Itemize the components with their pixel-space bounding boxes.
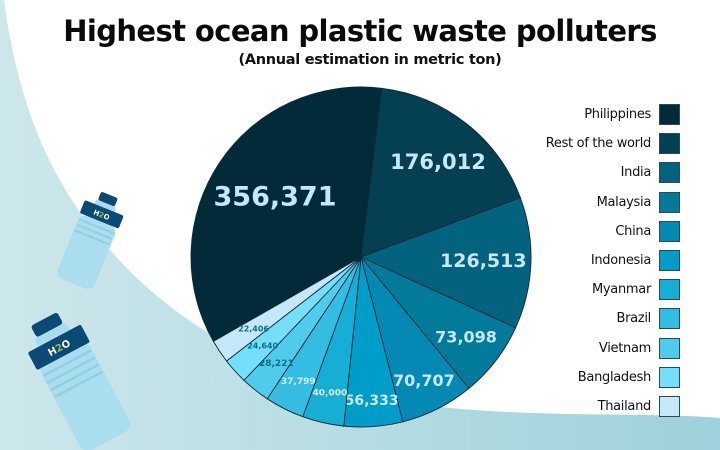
legend-swatch — [659, 308, 680, 330]
legend-swatch — [659, 104, 680, 126]
legend-label: Malaysia — [596, 194, 652, 210]
legend-swatch — [659, 337, 680, 359]
legend-swatch — [659, 279, 680, 301]
small-bottle-icon: H2O — [57, 192, 124, 289]
legend: Philippines Rest of the world India Mala… — [500, 100, 680, 421]
legend-item-china: China — [500, 217, 680, 246]
chart-subtitle: (Annual estimation in metric ton) — [238, 52, 502, 68]
legend-item-india: India — [500, 158, 680, 187]
legend-swatch — [659, 366, 680, 388]
pie-slice-philippines — [190, 86, 383, 342]
legend-item-myanmar: Myanmar — [500, 275, 680, 304]
legend-label: Vietnam — [598, 340, 651, 356]
legend-swatch — [659, 395, 680, 417]
slice-value-label: 28,221 — [259, 359, 294, 369]
legend-swatch — [659, 220, 680, 242]
pie-slice-india — [359, 197, 532, 329]
slice-value-label: 40,000 — [312, 388, 347, 398]
legend-item-bangladesh: Bangladesh — [500, 363, 680, 392]
legend-label: Brazil — [616, 311, 652, 327]
pie-slice-thailand — [212, 256, 362, 362]
legend-swatch — [659, 162, 680, 184]
legend-label: India — [620, 165, 652, 181]
slice-value-label: 126,513 — [440, 250, 527, 272]
legend-item-vietnam: Vietnam — [500, 334, 680, 363]
slice-value-label: 70,707 — [393, 371, 455, 390]
legend-label: Philippines — [584, 107, 651, 123]
chart-title: Highest ocean plastic waste polluters — [63, 14, 657, 48]
slice-value-label: 176,012 — [390, 150, 486, 174]
legend-swatch — [659, 133, 680, 155]
legend-item-rest-of-world: Rest of the world — [500, 129, 680, 158]
legend-label: Rest of the world — [545, 136, 652, 152]
legend-label: Bangladesh — [577, 369, 652, 385]
legend-item-brazil: Brazil — [500, 304, 680, 333]
legend-label: Myanmar — [592, 282, 651, 298]
legend-item-philippines: Philippines — [500, 100, 680, 129]
large-bottle-icon: H2O — [28, 313, 130, 450]
legend-label: Thailand — [597, 398, 652, 414]
slice-value-label: 73,098 — [435, 327, 497, 346]
legend-swatch — [659, 250, 680, 272]
legend-swatch — [659, 191, 680, 213]
slice-value-label: 56,333 — [345, 393, 399, 409]
pie-slice-rest-of-the-world — [360, 87, 521, 258]
legend-item-malaysia: Malaysia — [500, 188, 680, 217]
slice-value-label: 24,640 — [247, 341, 278, 350]
legend-item-thailand: Thailand — [500, 392, 680, 421]
legend-label: China — [615, 223, 651, 239]
slice-value-label: 22,406 — [238, 324, 269, 333]
slice-value-label: 356,371 — [214, 182, 337, 213]
slice-value-label: 37,799 — [281, 377, 316, 387]
legend-item-indonesia: Indonesia — [500, 246, 680, 275]
legend-label: Indonesia — [590, 253, 651, 269]
